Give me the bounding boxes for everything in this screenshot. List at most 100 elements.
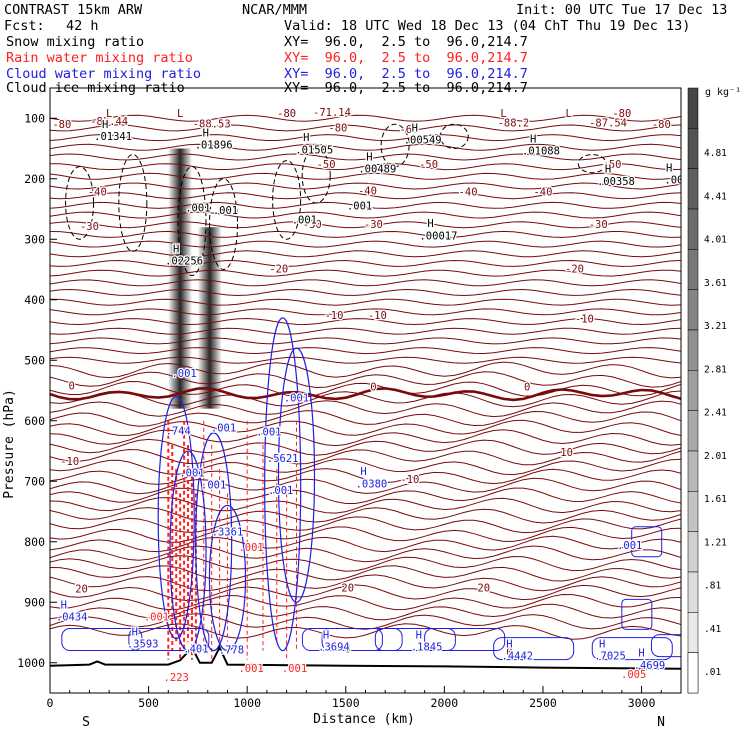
temperature-isotherm xyxy=(50,545,681,563)
colorbar-label: 1.21 xyxy=(704,537,727,548)
temperature-label: -10 xyxy=(368,310,387,322)
ice-contour xyxy=(380,123,410,168)
temperature-isotherm xyxy=(50,259,681,267)
extremum-value: .0434 xyxy=(56,611,88,623)
y-tick-label: 1000 xyxy=(17,656,45,670)
forecast-hour-label: Fcst: xyxy=(4,18,45,34)
temperature-isotherm xyxy=(50,468,681,485)
temperature-label: -30 xyxy=(364,219,383,231)
temperature-label: 0 xyxy=(506,646,512,658)
colorbar-swatch xyxy=(687,450,699,492)
temperature-label: -50 xyxy=(603,159,622,171)
extremum-marker: H xyxy=(412,123,418,135)
y-tick-label: 300 xyxy=(24,232,45,246)
field-rain-label: Rain water mixing ratio xyxy=(6,50,193,66)
colorbar-swatch xyxy=(687,491,699,532)
x-axis-end-label: N xyxy=(657,715,665,730)
temperature-label: 0 xyxy=(524,382,530,394)
ice-contour xyxy=(439,123,469,149)
x-tick-label: 0 xyxy=(47,696,54,710)
temperature-isotherm xyxy=(50,347,681,355)
cloud-contour xyxy=(128,628,210,652)
temperature-label: -89.44 xyxy=(90,116,128,128)
contour-value-label: .5621 xyxy=(267,453,299,465)
extremum-marker: H xyxy=(102,119,108,131)
temperature-label: -30 xyxy=(303,219,322,231)
extremum-marker: H xyxy=(61,599,67,611)
extremum-marker: L xyxy=(565,108,571,120)
temperature-isotherm xyxy=(50,603,681,621)
field-rain-xy: XY= 96.0, 2.5 to 96.0,214.7 xyxy=(284,50,528,66)
temperature-label: 0 xyxy=(370,382,376,394)
extremum-marker: L xyxy=(500,108,506,120)
field-cloud-label: Cloud water mixing ratio xyxy=(6,66,202,82)
temperature-isotherm xyxy=(50,516,681,534)
colorbar-label: 3.21 xyxy=(704,321,727,332)
colorbar-label: 2.81 xyxy=(704,364,727,375)
colorbar-swatch xyxy=(687,289,699,331)
x-tick-label: 3000 xyxy=(628,696,656,710)
extremum-marker: H xyxy=(599,639,605,651)
contour-value-label: .778 xyxy=(219,645,244,657)
temperature-isotherm xyxy=(50,574,681,592)
ice-contour xyxy=(118,154,148,252)
ice-contour xyxy=(177,166,207,277)
temperature-isotherm xyxy=(50,429,681,447)
extremum-marker: H xyxy=(132,627,138,639)
temperature-isotherm xyxy=(50,565,681,582)
field-snow-label: Snow mixing ratio xyxy=(6,34,145,50)
temperature-label: -20 xyxy=(565,264,584,276)
temperature-label: -30 xyxy=(589,219,608,231)
temperature-isotherm xyxy=(50,535,681,553)
colorbar: 4.81 4.41 4.01 3.61 3.21 2.81 2.41 2.01 1.61 1.21… xyxy=(687,87,727,694)
temperature-label: 0 xyxy=(69,380,75,392)
cloud-contour xyxy=(264,317,302,652)
temperature-isotherm xyxy=(50,438,681,456)
temperature-isotherm xyxy=(50,497,681,514)
cloud-contour xyxy=(424,628,506,652)
temperature-label: -80 xyxy=(328,123,347,135)
temperature-isotherm xyxy=(50,337,681,345)
y-tick-label: 900 xyxy=(24,595,45,609)
temperature-label: -40 xyxy=(459,187,478,199)
extremum-marker: H xyxy=(366,152,372,164)
colorbar-swatch xyxy=(687,531,699,573)
temperature-isotherm xyxy=(50,240,681,248)
colorbar-swatch xyxy=(687,168,699,210)
ice-contour xyxy=(209,178,239,270)
temperature-label: -80 xyxy=(652,119,671,131)
temperature-label: -88.53 xyxy=(193,118,231,130)
snow-plume xyxy=(197,227,222,409)
temperature-isotherm xyxy=(50,448,681,466)
extremum-marker: H xyxy=(638,648,644,660)
extremum-value: .0380 xyxy=(356,478,388,490)
temperature-label: 20 xyxy=(75,584,88,596)
contour-value-label: .001 xyxy=(185,202,210,214)
temperature-isotherm xyxy=(50,114,681,122)
temperature-isotherm xyxy=(50,555,681,572)
colorbar-swatch xyxy=(687,128,699,169)
temperature-isotherm xyxy=(50,201,681,209)
colorbar-swatch xyxy=(687,652,699,694)
temperature-isotherm xyxy=(50,458,681,476)
extremum-marker: H xyxy=(416,630,422,642)
axes: 0 500 1000 1500 2000 2500 30001002003004005006… xyxy=(17,111,662,710)
extremum-marker: H xyxy=(427,218,433,230)
zero-isotherm xyxy=(50,386,681,402)
temperature-label: -10 xyxy=(324,310,343,322)
hydrometeor-contours xyxy=(61,123,681,661)
temperature-isotherm xyxy=(50,410,681,427)
temperature-label: -71.14 xyxy=(313,107,351,119)
colorbar-label: .01 xyxy=(704,667,721,678)
colorbar-swatch xyxy=(687,87,699,129)
temperature-isotherm xyxy=(50,390,681,408)
temperature-isotherm xyxy=(50,230,681,238)
colorbar-swatch xyxy=(687,329,699,371)
temperature-isotherm xyxy=(50,613,681,630)
temperature-isotherm xyxy=(50,124,681,132)
contour-value-label: .001 xyxy=(211,423,236,435)
x-tick-label: 2500 xyxy=(529,696,557,710)
colorbar-label: 3.61 xyxy=(704,278,727,289)
cloud-contour xyxy=(621,598,653,630)
ice-contour xyxy=(577,154,607,174)
